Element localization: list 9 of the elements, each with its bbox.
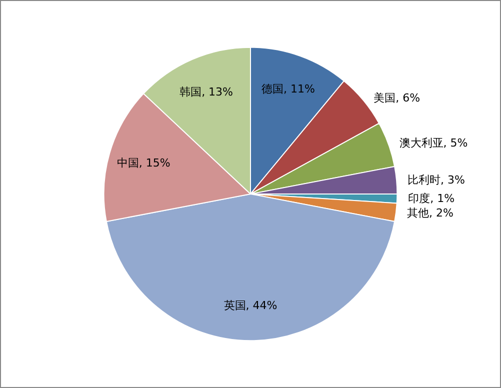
slice-label: 印度, 1%	[408, 192, 455, 206]
slice-label: 中国, 15%	[116, 156, 170, 170]
slice-label: 德国, 11%	[261, 82, 315, 96]
slice-label: 韩国, 13%	[180, 85, 234, 98]
slice-label: 澳大利亚, 5%	[399, 136, 468, 150]
slice-label: 英国, 44%	[224, 298, 278, 312]
slice-label: 美国, 6%	[374, 91, 420, 104]
slice-label: 比利时, 3%	[408, 173, 465, 186]
slice-label: 其他, 2%	[406, 206, 454, 220]
